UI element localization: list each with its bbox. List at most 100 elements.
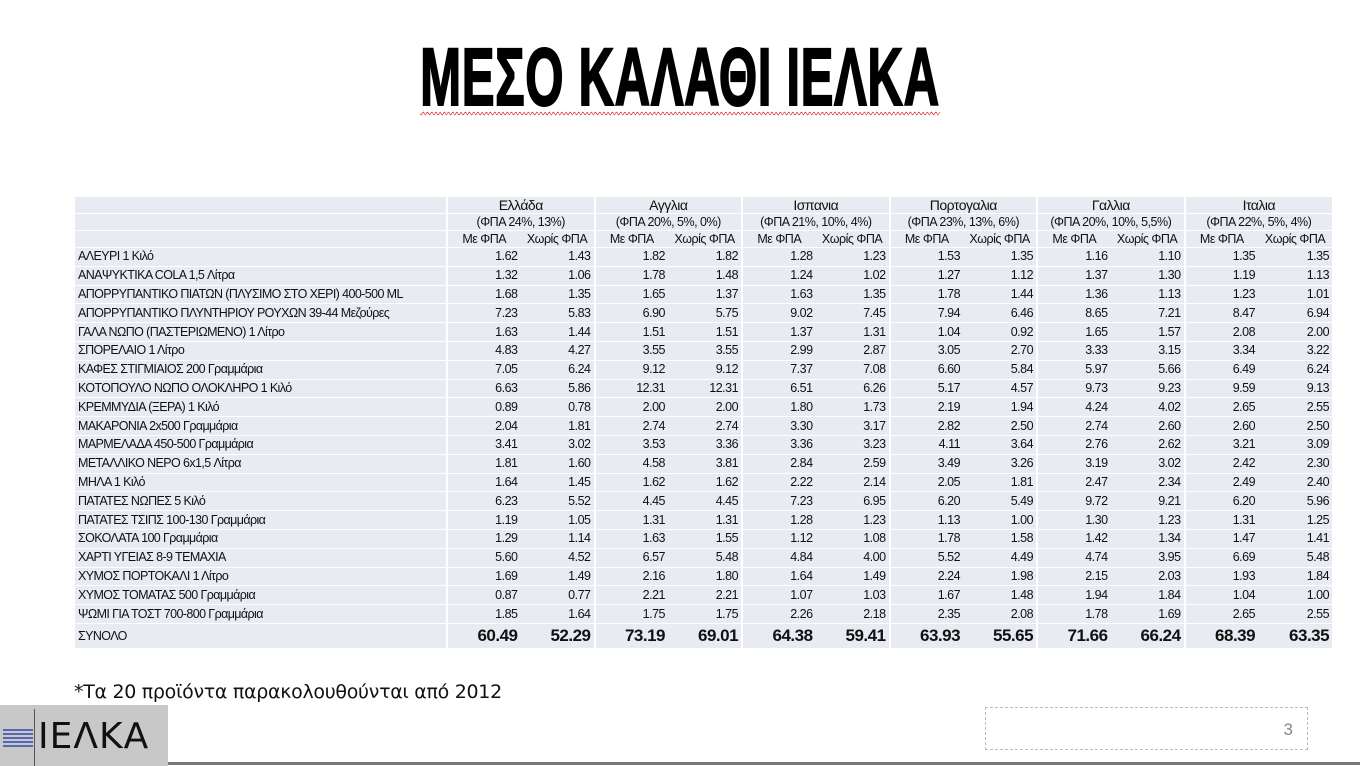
price-cell: 2.59 (815, 454, 890, 474)
price-cell: 1.35 (815, 285, 890, 305)
price-cell: 1.23 (1183, 285, 1259, 305)
price-cell: 1.73 (815, 397, 890, 418)
price-cell: 8.65 (1036, 303, 1111, 324)
price-cell: 1.65 (1036, 322, 1111, 342)
price-cell: 7.21 (1110, 303, 1185, 324)
product-label: ΧΥΜΟΣ ΠΟΡΤΟΚΑΛΙ 1 Λίτρο (75, 567, 447, 587)
vat-rates-header: (ΦΠΑ 20%, 10%, 5,5%) (1036, 213, 1185, 231)
price-cell: 6.24 (1258, 360, 1333, 380)
price-cell: 1.42 (1036, 529, 1111, 549)
total-label: ΣΥΝΟΛΟ (75, 623, 447, 649)
price-cell: 1.10 (1110, 247, 1185, 267)
price-cell: 1.67 (888, 585, 964, 606)
price-cell: 9.02 (741, 303, 816, 324)
price-cell: 2.50 (1258, 416, 1333, 436)
product-label: ΜΕΤΑΛΛΙΚΟ ΝΕΡΟ 6x1,5 Λίτρα (75, 454, 447, 474)
price-cell: 1.75 (668, 604, 743, 624)
price-cell: 1.41 (1258, 529, 1333, 549)
price-cell: 6.23 (446, 491, 521, 512)
price-cell: 1.62 (593, 473, 669, 493)
price-cell: 1.34 (1110, 529, 1185, 549)
price-cell: 1.84 (1110, 585, 1185, 606)
price-cell: 12.31 (593, 379, 669, 399)
price-cell: 5.66 (1110, 360, 1185, 380)
without-vat-header: Χωρίς ΦΠΑ (520, 230, 595, 248)
price-cell: 1.25 (1258, 510, 1333, 530)
price-cell: 3.33 (1036, 341, 1111, 361)
price-cell: 2.60 (1110, 416, 1185, 436)
vat-rates-header: (ΦΠΑ 20%, 5%, 0%) (593, 213, 743, 231)
price-cell: 1.51 (593, 322, 669, 342)
total-cell: 71.66 (1036, 623, 1111, 649)
with-vat-header: Με ΦΠΑ (741, 230, 816, 248)
price-cell: 3.05 (888, 341, 964, 361)
price-cell: 1.78 (1036, 604, 1111, 624)
price-cell: 6.69 (1183, 548, 1259, 568)
price-cell: 7.37 (741, 360, 816, 380)
price-cell: 6.26 (815, 379, 890, 399)
country-header: Ιταλια (1183, 197, 1333, 214)
price-cell: 1.16 (1036, 247, 1111, 267)
price-cell: 2.26 (741, 604, 816, 624)
price-cell: 1.23 (815, 247, 890, 267)
price-cell: 1.03 (815, 585, 890, 606)
header-row-sub: Με ΦΠΑ Χωρίς ΦΠΑ Με ΦΠΑ Χωρίς ΦΠΑ Με ΦΠΑ Χωρί… (75, 230, 1333, 248)
product-label: ΑΛΕΥΡΙ 1 Κιλό (75, 247, 447, 267)
price-cell: 4.00 (815, 548, 890, 568)
price-cell: 5.52 (520, 491, 595, 512)
product-label: ΑΝΑΨΥΚΤΙΚΑ COLA 1,5 Λίτρα (75, 266, 447, 286)
price-cell: 1.24 (741, 266, 816, 286)
table-row: ΚΑΦΕΣ ΣΤΙΓΜΙΑΙΟΣ 200 Γραμμάρια 7.05 6.24 9.… (75, 360, 1333, 380)
price-table: Ελλάδα Αγγλια Ισπανια Πορτογαλια Γαλλια Ιταλι… (75, 197, 1333, 649)
price-cell: 1.36 (1036, 285, 1111, 305)
price-cell: 2.70 (963, 341, 1038, 361)
price-cell: 1.94 (1036, 585, 1111, 606)
price-cell: 1.63 (593, 529, 669, 549)
price-cell: 6.95 (815, 491, 890, 512)
price-cell: 3.95 (1110, 548, 1185, 568)
total-cell: 55.65 (963, 623, 1038, 649)
product-label: ΨΩΜΙ ΓΙΑ ΤΟΣΤ 700-800 Γραμμάρια (75, 604, 447, 624)
price-cell: 1.81 (963, 473, 1038, 493)
price-cell: 1.12 (741, 529, 816, 549)
price-cell: 1.78 (888, 285, 964, 305)
price-cell: 4.45 (668, 491, 743, 512)
price-cell: 3.64 (963, 435, 1038, 455)
vat-rates-header: (ΦΠΑ 22%, 5%, 4%) (1183, 213, 1333, 231)
price-cell: 2.74 (668, 416, 743, 436)
product-label: ΜΗΛΑ 1 Κιλό (75, 473, 447, 493)
price-cell: 1.23 (1110, 510, 1185, 530)
vat-rates-header: (ΦΠΑ 21%, 10%, 4%) (741, 213, 890, 231)
price-cell: 1.12 (963, 266, 1038, 286)
price-cell: 3.55 (593, 341, 669, 361)
price-cell: 2.65 (1183, 604, 1259, 624)
price-cell: 3.02 (1110, 454, 1185, 474)
without-vat-header: Χωρίς ΦΠΑ (963, 230, 1038, 248)
footnote: *Τα 20 προϊόντα παρακολουθούνται από 201… (74, 681, 502, 703)
price-cell: 1.37 (668, 285, 743, 305)
price-cell: 6.90 (593, 303, 669, 324)
price-cell: 6.24 (520, 360, 595, 380)
price-cell: 1.37 (1036, 266, 1111, 286)
price-cell: 9.21 (1110, 491, 1185, 512)
price-cell: 1.00 (1258, 585, 1333, 606)
price-cell: 4.52 (520, 548, 595, 568)
without-vat-header: Χωρίς ΦΠΑ (668, 230, 743, 248)
price-cell: 1.48 (668, 266, 743, 286)
price-cell: 3.81 (668, 454, 743, 474)
price-cell: 0.77 (520, 585, 595, 606)
price-cell: 2.34 (1110, 473, 1185, 493)
bottom-divider (168, 762, 1360, 765)
price-cell: 3.22 (1258, 341, 1333, 361)
price-cell: 2.18 (815, 604, 890, 624)
vat-rates-header: (ΦΠΑ 23%, 13%, 6%) (888, 213, 1038, 231)
price-cell: 6.94 (1258, 303, 1333, 324)
page-number: 3 (1283, 720, 1293, 739)
price-cell: 1.98 (963, 567, 1038, 587)
price-cell: 2.87 (815, 341, 890, 361)
price-cell: 1.04 (888, 322, 964, 342)
table-row: ΣΠΟΡΕΛΑΙΟ 1 Λίτρο 4.83 4.27 3.55 3.55 2.99 2.8… (75, 341, 1333, 361)
price-cell: 1.44 (520, 322, 595, 342)
price-cell: 9.12 (593, 360, 669, 380)
with-vat-header: Με ΦΠΑ (1036, 230, 1111, 248)
